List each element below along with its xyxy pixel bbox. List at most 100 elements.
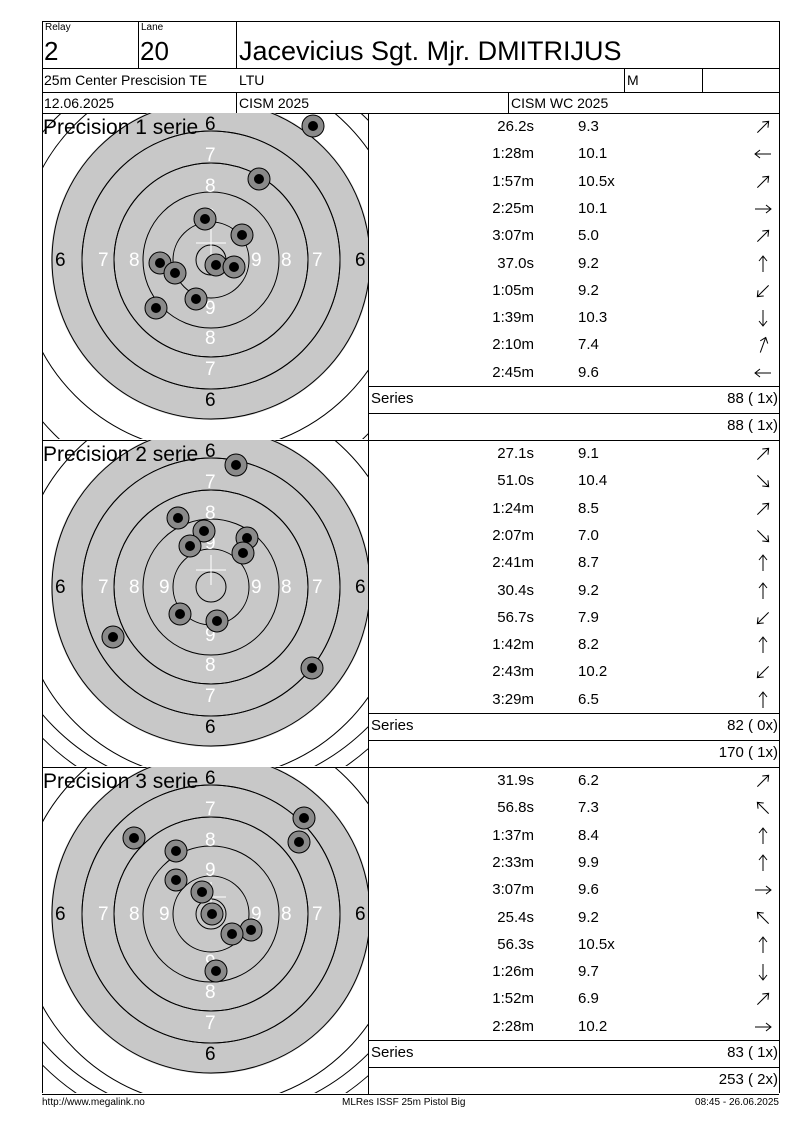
shot-score: 10.5x <box>578 935 615 953</box>
hit-marker-9 <box>220 922 244 946</box>
svg-text:8: 8 <box>281 904 292 925</box>
shot-score: 8.2 <box>578 636 599 654</box>
relay-label: Relay <box>45 22 71 33</box>
hit-marker-7 <box>200 902 224 926</box>
relay-number: 2 <box>44 36 59 66</box>
shot-row: 27.1s 9.1 <box>370 441 778 468</box>
shot-score: 10.4 <box>578 472 608 490</box>
hit-marker-6 <box>231 541 255 565</box>
shot-score: 9.6 <box>578 363 599 381</box>
hit-marker-9 <box>101 625 125 649</box>
shot-row: 2:45m 9.6 <box>370 360 778 387</box>
shot-row: 56.3s 10.5x <box>370 932 778 959</box>
direction-arrow-icon <box>756 611 770 625</box>
direction-arrow-icon <box>756 802 770 815</box>
svg-text:6: 6 <box>55 250 66 271</box>
shot-time: 56.8s <box>497 799 534 817</box>
svg-text:9: 9 <box>251 577 262 598</box>
direction-arrow-icon <box>758 636 768 654</box>
shot-score: 5.0 <box>578 227 599 245</box>
svg-text:7: 7 <box>205 359 216 380</box>
direction-arrow-icon <box>756 993 770 1006</box>
shot-score: 8.7 <box>578 554 599 572</box>
hit-marker-4 <box>230 223 254 247</box>
running-total: 88 ( 1x) <box>727 417 778 434</box>
shot-time: 2:43m <box>492 663 534 681</box>
hit-marker-1 <box>301 114 325 138</box>
shot-row: 2:43m 10.2 <box>370 659 778 686</box>
direction-arrow-icon <box>756 229 770 243</box>
shot-row: 2:25m 10.1 <box>370 196 778 223</box>
svg-text:8: 8 <box>205 328 216 349</box>
svg-text:6: 6 <box>355 577 366 598</box>
hit-marker-8 <box>205 609 229 633</box>
direction-arrow-icon <box>756 666 770 679</box>
shot-time: 31.9s <box>497 772 534 789</box>
lane-number: 20 <box>140 36 169 66</box>
shot-score: 7.0 <box>578 526 599 544</box>
shot-score: 10.2 <box>578 663 608 681</box>
series-total: 83 ( 1x) <box>727 1044 778 1061</box>
country-code: LTU <box>239 72 265 88</box>
svg-text:6: 6 <box>55 904 66 925</box>
svg-text:8: 8 <box>205 176 216 197</box>
svg-text:6: 6 <box>205 114 216 135</box>
direction-arrow-icon <box>756 284 770 298</box>
athlete-name: Jacevicius Sgt. Mjr. DMITRIJUS <box>239 36 622 66</box>
hit-marker-4 <box>164 839 188 863</box>
hit-marker-7 <box>168 602 192 626</box>
shot-time: 1:26m <box>492 963 534 981</box>
svg-text:7: 7 <box>312 577 323 598</box>
shot-row: 3:07m 5.0 <box>370 223 778 250</box>
shot-time: 30.4s <box>497 581 534 599</box>
svg-text:6: 6 <box>355 250 366 271</box>
svg-text:7: 7 <box>98 250 109 271</box>
svg-text:7: 7 <box>312 904 323 925</box>
shot-score: 9.2 <box>578 581 599 599</box>
svg-text:7: 7 <box>205 145 216 166</box>
shot-time: 2:25m <box>492 199 534 217</box>
svg-text:6: 6 <box>205 1044 216 1065</box>
direction-arrow-icon <box>755 204 772 214</box>
direction-arrow-icon <box>756 529 770 543</box>
shot-score: 7.4 <box>578 336 599 354</box>
svg-text:9: 9 <box>205 625 216 646</box>
shot-time: 3:07m <box>492 881 534 899</box>
shot-row: 51.0s 10.4 <box>370 468 778 495</box>
shot-time: 1:05m <box>492 281 534 299</box>
shot-score: 8.4 <box>578 826 599 844</box>
hit-marker-6 <box>190 880 214 904</box>
shot-row: 2:10m 7.4 <box>370 332 778 359</box>
svg-text:7: 7 <box>205 1013 216 1034</box>
svg-text:8: 8 <box>281 577 292 598</box>
svg-text:8: 8 <box>205 982 216 1003</box>
shot-score: 6.9 <box>578 990 599 1008</box>
svg-text:9: 9 <box>159 904 170 925</box>
shot-row: 1:28m 10.1 <box>370 141 778 168</box>
shot-score: 10.1 <box>578 199 608 217</box>
shot-row: 1:26m 9.7 <box>370 959 778 986</box>
direction-arrow-icon <box>756 475 770 488</box>
shot-row: 1:05m 9.2 <box>370 278 778 305</box>
hit-marker-10 <box>144 296 168 320</box>
svg-text:6: 6 <box>205 390 216 411</box>
series-total: 82 ( 0x) <box>727 717 778 734</box>
shot-score: 9.2 <box>578 908 599 926</box>
svg-text:9: 9 <box>205 860 216 881</box>
direction-arrow-icon <box>758 964 768 981</box>
hit-marker-2 <box>122 826 146 850</box>
shot-row: 1:24m 8.5 <box>370 496 778 523</box>
shot-row: 3:29m 6.5 <box>370 687 778 714</box>
shot-score: 9.6 <box>578 881 599 899</box>
shot-row: 2:41m 8.7 <box>370 550 778 577</box>
shot-time: 26.2s <box>497 118 534 135</box>
gender: M <box>627 72 639 88</box>
svg-text:7: 7 <box>205 686 216 707</box>
direction-arrow-icon <box>756 774 770 788</box>
hit-marker-3 <box>193 207 217 231</box>
championship: CISM WC 2025 <box>511 95 609 111</box>
shot-score: 9.2 <box>578 281 599 299</box>
shot-row: 26.2s 9.3 <box>370 114 778 141</box>
